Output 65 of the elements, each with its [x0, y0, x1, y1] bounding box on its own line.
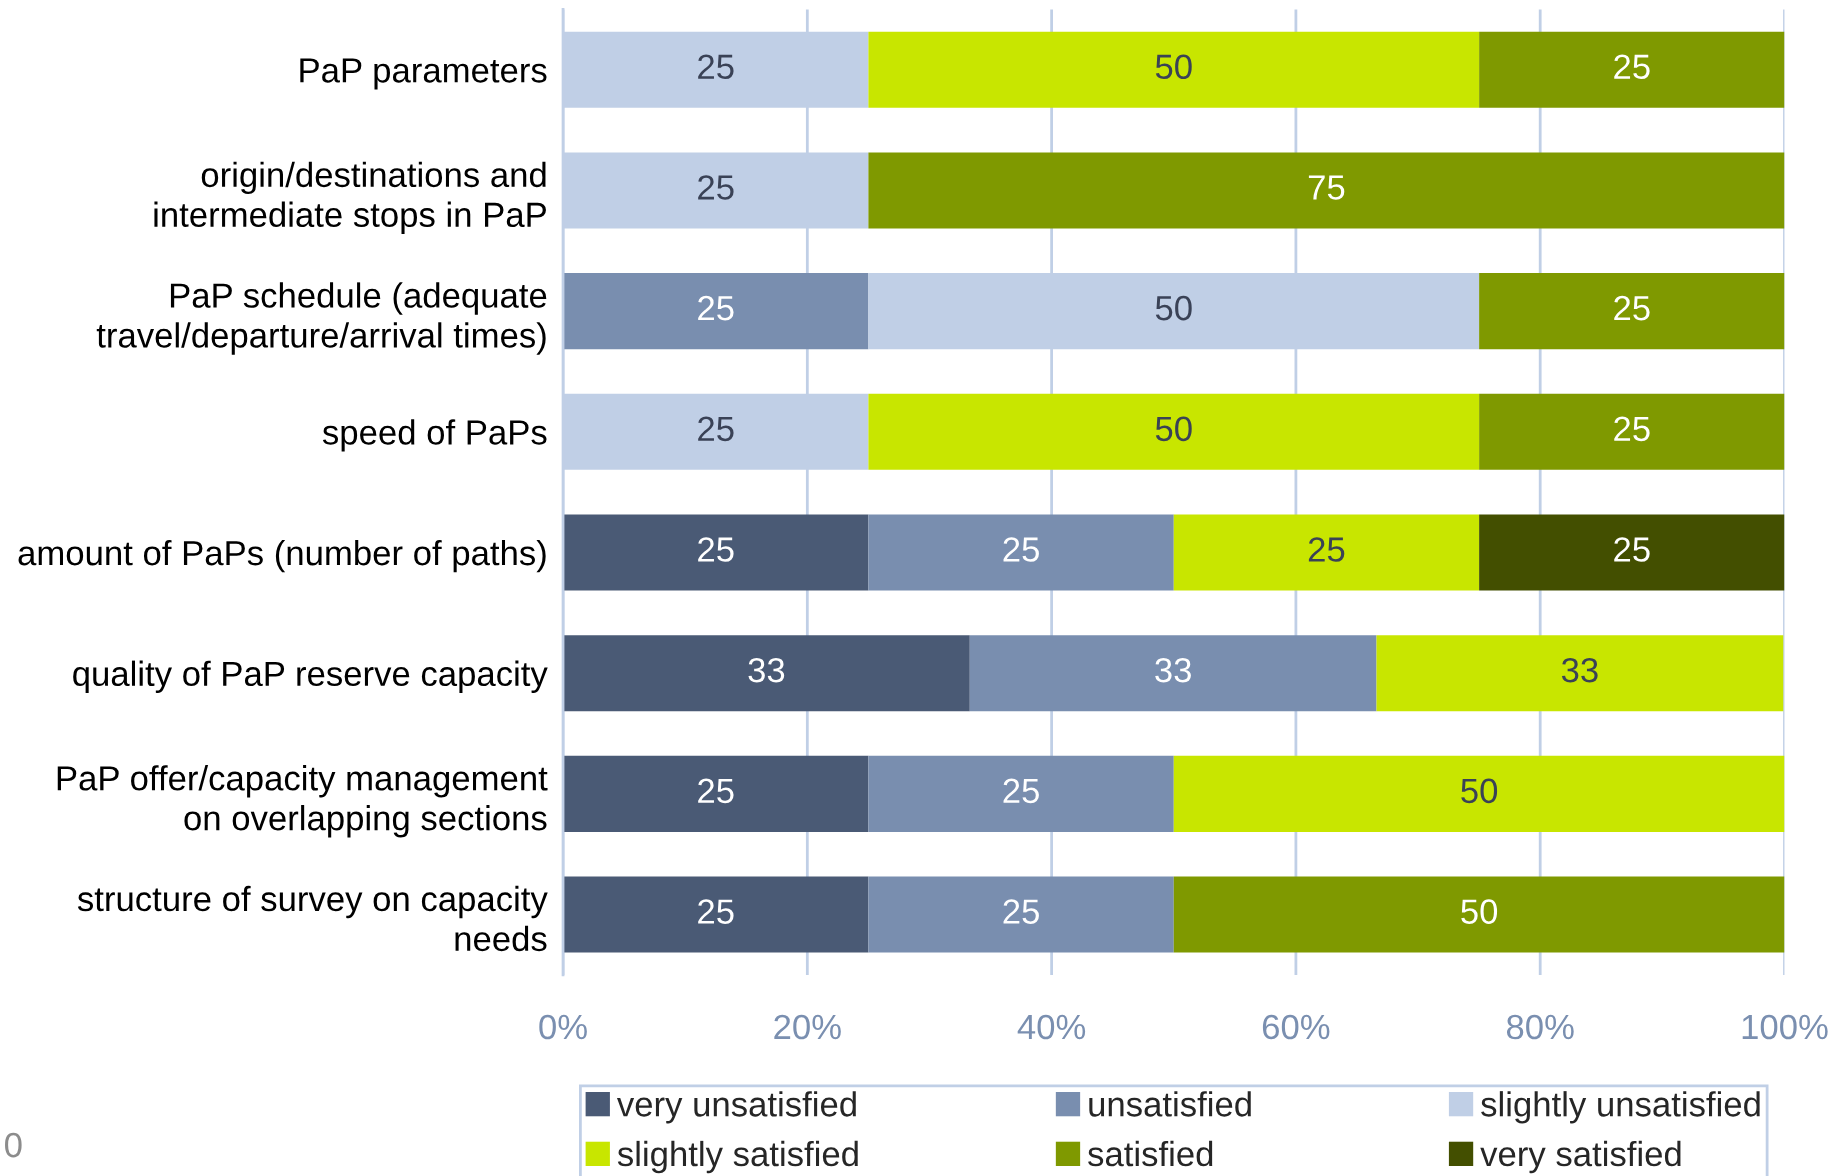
data-label: 25: [1003, 537, 1039, 562]
y-tick-label: PaP parameters: [300, 58, 547, 90]
y-tick-label: quality of PaP reserve capacity: [73, 660, 548, 693]
bar: [563, 755, 869, 832]
y-tick-label: structure of survey on capacity needs: [77, 885, 548, 952]
data-label: 50: [1461, 899, 1498, 924]
bar: [1479, 393, 1785, 470]
data-label: 25: [698, 416, 734, 442]
legend-label: unsatisfied: [1089, 1091, 1251, 1117]
data-label: 25: [698, 295, 734, 321]
bar: [563, 876, 869, 953]
data-label: 25: [1003, 778, 1039, 804]
x-tick-label: 20%: [774, 1014, 841, 1040]
data-label: 75: [1308, 175, 1345, 200]
bar: [1173, 514, 1480, 591]
data-label: 50: [1155, 416, 1192, 442]
bar: [563, 514, 869, 591]
y-tick-label: amount of PaPs (number of paths): [18, 539, 546, 573]
y-tick-label: origin/destinations and intermediate stops in PaP: [154, 161, 546, 234]
data-label: 25: [698, 175, 734, 200]
data-label: 33: [1561, 657, 1598, 683]
data-label: 25: [698, 54, 734, 80]
bar: [1376, 635, 1784, 712]
bar: [1173, 755, 1785, 832]
data-label: 50: [1461, 778, 1498, 804]
bar: [1479, 31, 1785, 108]
bar: [563, 635, 970, 712]
bar: [868, 152, 1785, 229]
bar: [868, 755, 1174, 832]
legend-label: satisfied: [1088, 1140, 1213, 1167]
y-tick-label: PaP schedule (adequate travel/departure/arrival times): [96, 282, 547, 355]
x-tick-label: 0%: [539, 1014, 587, 1040]
y-tick-label: PaP offer/capacity management on overlapping sections: [57, 765, 548, 838]
data-label: 25: [698, 778, 734, 804]
x-tick-label: 60%: [1262, 1014, 1330, 1040]
data-label: 25: [1614, 416, 1650, 442]
data-label: 50: [1155, 295, 1192, 321]
bar: [868, 31, 1480, 108]
bar: [563, 273, 869, 350]
data-label: 33: [748, 657, 785, 683]
x-tick-label: 100%: [1742, 1014, 1828, 1040]
data-label: 25: [1614, 295, 1650, 321]
bar: [1479, 514, 1785, 591]
data-label: 25: [1308, 537, 1345, 562]
data-label: 33: [1155, 657, 1191, 683]
bar: [1173, 876, 1785, 953]
bar: [969, 635, 1377, 712]
legend-label: very unsatisfied: [616, 1091, 856, 1124]
x-tick-label: 80%: [1506, 1014, 1574, 1040]
data-label: 25: [698, 537, 734, 562]
legend-label: very satisfied: [1480, 1140, 1681, 1174]
bar: [868, 876, 1174, 953]
legend-label: slightly satisfied: [617, 1140, 858, 1174]
data-label: 25: [1614, 537, 1650, 562]
bar: [1479, 273, 1785, 350]
text: 0: [5, 1132, 22, 1158]
bar: [868, 393, 1480, 470]
data-label: 25: [1003, 899, 1039, 924]
y-tick-label: speed of PaPs: [322, 419, 547, 452]
legend-label: slightly unsatisfied: [1481, 1091, 1760, 1124]
bar: [868, 514, 1174, 591]
data-label: 25: [698, 899, 734, 924]
data-label: 50: [1155, 54, 1192, 80]
x-tick-label: 40%: [1017, 1014, 1086, 1040]
data-label: 25: [1614, 54, 1650, 80]
